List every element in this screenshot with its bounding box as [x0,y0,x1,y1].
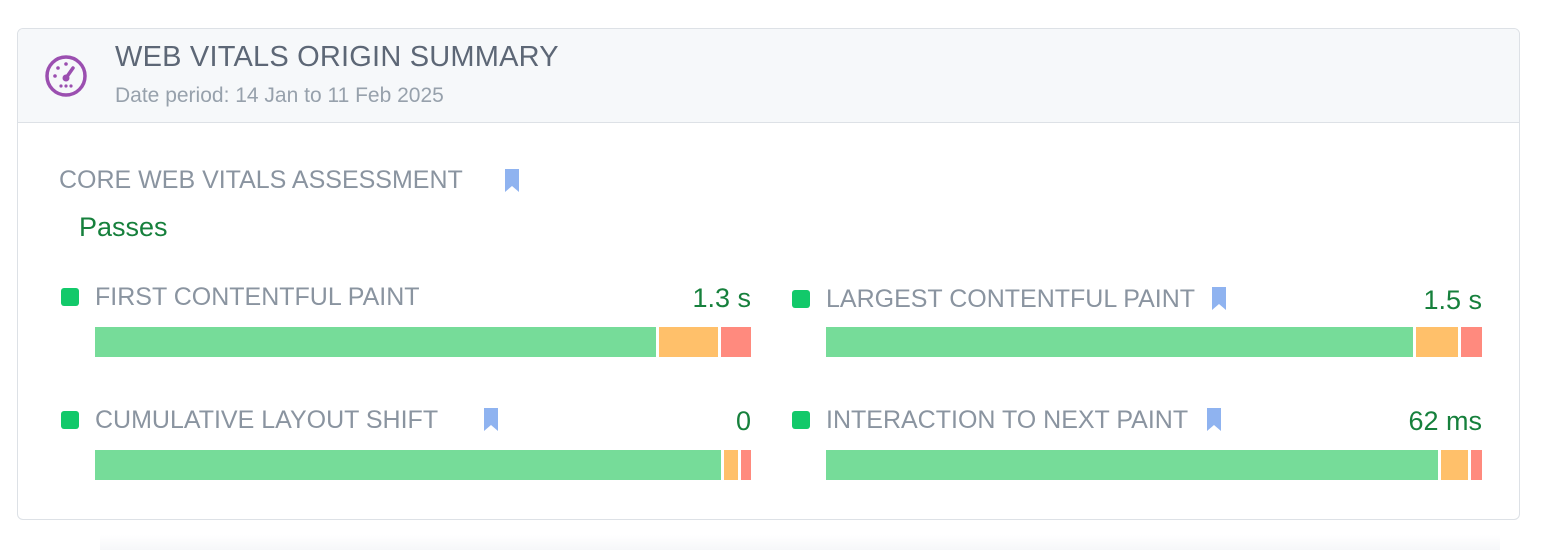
metric-cumulative-layout-shift: CUMULATIVE LAYOUT SHIFT 0 [61,406,751,496]
status-dot [792,411,810,429]
bar-segment-good [826,327,1414,357]
bar-segment-poor [737,450,751,480]
metric-name: LARGEST CONTENTFUL PAINT [826,285,1196,313]
bookmark-icon[interactable] [503,168,521,194]
card-shadow [100,535,1500,550]
bar-segment-good [826,450,1439,480]
card-header: WEB VITALS ORIGIN SUMMARY Date period: 1… [18,29,1519,123]
assessment-status: Passes [79,212,168,242]
web-vitals-card: WEB VITALS ORIGIN SUMMARY Date period: 1… [17,28,1520,520]
metric-interaction-to-next-paint: INTERACTION TO NEXT PAINT 62 ms [792,406,1482,496]
assessment-label: CORE WEB VITALS ASSESSMENT [59,166,463,194]
bar-segment-good [95,327,656,357]
status-dot [792,290,810,308]
bookmark-icon[interactable] [1210,286,1228,312]
distribution-bar [826,450,1482,480]
metric-value: 0 [735,406,751,436]
bookmark-icon[interactable] [1205,407,1223,433]
bar-segment-needs-improvement [1438,450,1468,480]
bar-segment-needs-improvement [721,450,738,480]
metric-value: 1.3 s [692,283,751,313]
status-dot [61,411,79,429]
status-dot [61,288,79,306]
speedometer-icon [45,55,87,97]
distribution-bar [95,450,751,480]
metric-value: 62 ms [1408,406,1482,436]
metric-first-contentful-paint: FIRST CONTENTFUL PAINT 1.3 s [61,283,751,373]
metric-value: 1.5 s [1423,285,1482,315]
distribution-bar [826,327,1482,357]
bar-segment-poor [1467,450,1482,480]
metric-largest-contentful-paint: LARGEST CONTENTFUL PAINT 1.5 s [792,285,1482,375]
date-period: Date period: 14 Jan to 11 Feb 2025 [115,84,444,107]
metric-name: FIRST CONTENTFUL PAINT [95,283,420,311]
bar-segment-needs-improvement [1413,327,1458,357]
card-title: WEB VITALS ORIGIN SUMMARY [115,41,559,73]
bookmark-icon[interactable] [482,407,500,433]
metric-name: CUMULATIVE LAYOUT SHIFT [95,406,439,434]
metric-name: INTERACTION TO NEXT PAINT [826,406,1189,434]
bar-segment-poor [1457,327,1482,357]
bar-segment-poor [718,327,751,357]
distribution-bar [95,327,751,357]
bar-segment-good [95,450,722,480]
bar-segment-needs-improvement [655,327,719,357]
